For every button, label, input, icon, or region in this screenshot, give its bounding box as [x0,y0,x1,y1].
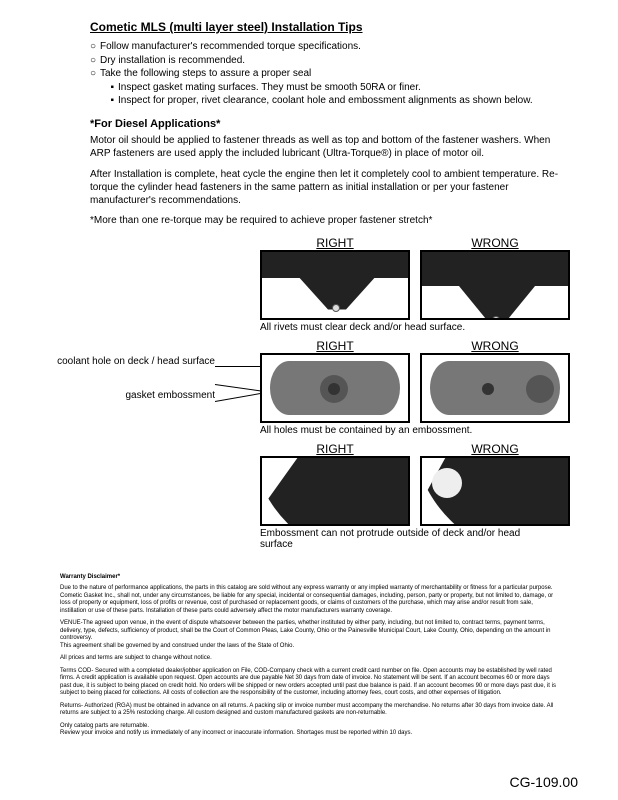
bullet-icon: ○ [90,40,100,54]
diagram-protrude-wrong [420,456,570,526]
bullet-text: Follow manufacturer's recommended torque… [100,40,361,54]
label-wrong: WRONG [420,339,570,353]
disclaimer-para: Returns- Authorized (RGA) must be obtain… [60,703,558,718]
caption-rivets: All rivets must clear deck and/or head s… [260,322,570,333]
diagram-rivet-right [260,250,410,320]
label-wrong: WRONG [420,442,570,456]
diagram-rivet-wrong [420,250,570,320]
label-right: RIGHT [260,236,410,250]
label-right: RIGHT [260,442,410,456]
bullet-text: Take the following steps to assure a pro… [100,67,311,81]
disclaimer-para: All prices and terms are subject to chan… [60,655,558,663]
diesel-note: *More than one re-torque may be required… [90,215,568,226]
label-right: RIGHT [260,339,410,353]
bullet-text: Inspect gasket mating surfaces. They mus… [118,81,421,95]
bullet-icon: ○ [90,54,100,68]
diesel-p1: Motor oil should be applied to fastener … [90,134,568,160]
caption-emboss: All holes must be contained by an emboss… [260,425,570,436]
diagram-emboss-right [260,353,410,423]
disclaimer-heading: Warranty Disclaimer* [60,574,558,582]
bullet-text: Inspect for proper, rivet clearance, coo… [118,94,533,108]
page-title: Cometic MLS (multi layer steel) Installa… [90,20,588,34]
disclaimer-para: Only catalog parts are returnable.Review… [60,723,558,738]
subbullet-icon: ▪ [104,81,118,95]
bullet-list: ○Follow manufacturer's recommended torqu… [90,40,588,108]
subbullet-icon: ▪ [104,94,118,108]
diesel-heading: *For Diesel Applications* [90,118,588,130]
disclaimer-para: Due to the nature of performance applica… [60,585,558,615]
label-wrong: WRONG [420,236,570,250]
coolant-label: coolant hole on deck / head surface [30,356,215,368]
diagram-protrude-right [260,456,410,526]
diagram-area: coolant hole on deck / head surface gask… [30,236,588,566]
gasket-label: gasket embossment [30,390,215,402]
bullet-icon: ○ [90,67,100,81]
disclaimer-para: Terms COD- Secured with a completed deal… [60,668,558,698]
diesel-p2: After Installation is complete, heat cyc… [90,168,568,207]
warranty-disclaimer: Warranty Disclaimer* Due to the nature o… [30,574,588,738]
caption-protrude: Embossment can not protrude outside of d… [260,528,530,550]
disclaimer-para: VENUE-The agreed upon venue, in the even… [60,620,558,650]
bullet-text: Dry installation is recommended. [100,54,245,68]
document-number: CG-109.00 [510,774,578,790]
diagram-emboss-wrong [420,353,570,423]
